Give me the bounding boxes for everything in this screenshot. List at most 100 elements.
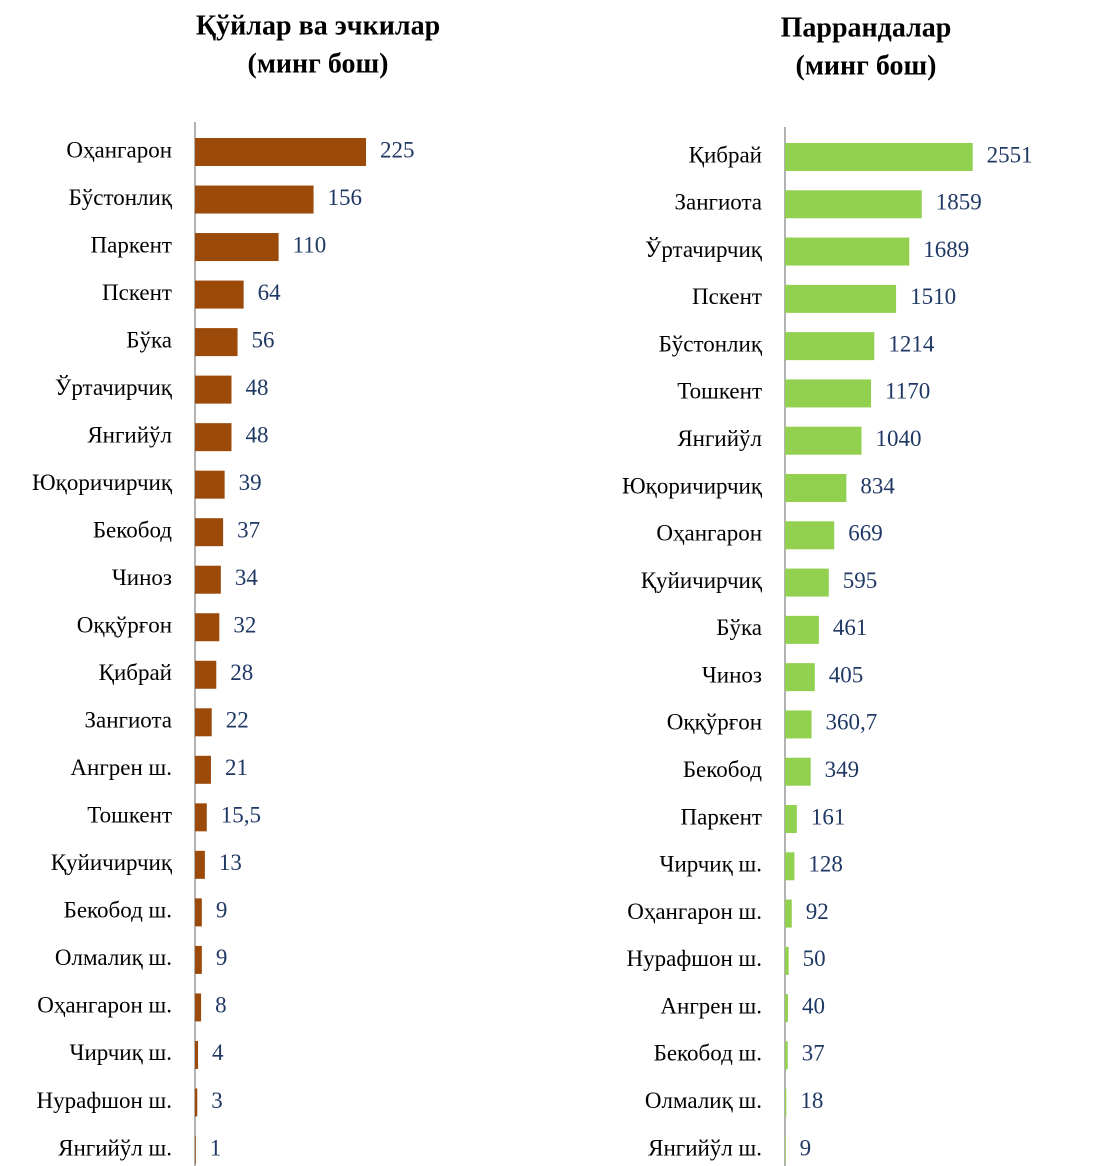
bar <box>785 190 922 219</box>
y-tick-label: Ўртачирчиқ <box>645 237 763 262</box>
data-label: 461 <box>833 615 868 640</box>
y-tick-label: Қибрай <box>99 660 172 685</box>
bar <box>785 474 847 502</box>
y-tick-label: Янгийўл <box>87 422 172 447</box>
y-tick-label: Бекобод ш. <box>64 898 172 923</box>
y-tick-label: Зангиота <box>674 190 762 215</box>
y-tick-label: Чиноз <box>112 565 172 590</box>
y-tick-label: Чирчиқ ш. <box>70 1040 172 1065</box>
bar <box>785 663 815 692</box>
y-tick-label: Пскент <box>692 284 762 309</box>
bar <box>195 993 202 1022</box>
data-label: 156 <box>328 185 363 210</box>
data-label: 37 <box>802 1041 825 1066</box>
data-label: 1170 <box>885 379 930 404</box>
y-tick-label: Тошкент <box>87 803 172 828</box>
y-tick-label: Қуйичирчиқ <box>641 568 763 593</box>
data-label: 9 <box>216 898 228 923</box>
bar <box>785 994 788 1023</box>
bar <box>195 945 202 974</box>
bar <box>195 613 220 642</box>
data-label: 1689 <box>923 237 969 262</box>
bar <box>785 1136 786 1164</box>
chart-title: Қўйлар ва эчкилар <box>196 10 440 41</box>
data-label: 9 <box>800 1135 812 1160</box>
bar <box>785 1088 787 1117</box>
y-tick-label: Қибрай <box>689 142 762 167</box>
data-label: 40 <box>802 993 825 1018</box>
y-tick-label: Зангиота <box>84 708 172 733</box>
y-tick-label: Бўка <box>716 615 762 640</box>
y-tick-label: Бўстонлиқ <box>659 331 763 356</box>
data-label: 37 <box>237 517 260 542</box>
data-label: 1859 <box>936 190 982 215</box>
bar <box>785 757 811 786</box>
bar <box>195 755 211 784</box>
bar <box>785 426 862 455</box>
data-label: 56 <box>252 327 275 352</box>
bar <box>195 1040 199 1069</box>
y-tick-label: Янгийўл <box>677 426 762 451</box>
y-tick-label: Юқоричирчиқ <box>622 473 763 498</box>
y-tick-label: Оҳангарон ш. <box>37 993 172 1018</box>
data-label: 34 <box>235 565 259 590</box>
y-tick-label: Бўка <box>126 327 172 352</box>
bar <box>785 332 875 361</box>
y-tick-label: Бекобод <box>93 517 172 542</box>
data-label: 3 <box>211 1088 223 1113</box>
y-tick-label: Бўстонлиқ <box>69 185 173 210</box>
bar <box>195 708 212 737</box>
data-label: 9 <box>216 945 228 970</box>
y-tick-label: Олмалиқ ш. <box>55 945 172 970</box>
data-label: 669 <box>848 521 883 546</box>
bar <box>195 328 238 357</box>
bar <box>785 946 789 975</box>
y-tick-label: Чиноз <box>702 662 762 687</box>
data-label: 161 <box>811 804 846 829</box>
bar <box>785 143 973 171</box>
bar <box>785 615 819 644</box>
bar <box>785 852 795 881</box>
y-tick-label: Янгийўл ш. <box>58 1135 172 1160</box>
bar <box>195 565 221 594</box>
data-label: 50 <box>803 946 826 971</box>
bar <box>195 850 205 879</box>
y-tick-label: Олмалиқ ш. <box>645 1088 762 1113</box>
data-label: 1 <box>210 1135 222 1160</box>
y-tick-label: Оҳангарон <box>656 521 762 546</box>
data-label: 360,7 <box>826 710 878 735</box>
data-label: 1510 <box>910 284 956 309</box>
y-tick-label: Ангрен ш. <box>660 993 762 1018</box>
y-tick-label: Янгийўл ш. <box>648 1135 762 1160</box>
data-label: 1040 <box>876 426 922 451</box>
data-label: 13 <box>219 850 242 875</box>
y-tick-label: Бекобод ш. <box>654 1041 762 1066</box>
y-tick-label: Тошкент <box>677 379 762 404</box>
data-label: 18 <box>800 1088 823 1113</box>
y-tick-label: Ўртачирчиқ <box>55 375 173 400</box>
y-tick-label: Нурафшон ш. <box>37 1088 172 1113</box>
bar <box>195 660 217 689</box>
data-label: 595 <box>843 568 878 593</box>
bar <box>785 521 835 550</box>
bar <box>785 568 829 597</box>
y-tick-label: Бекобод <box>683 757 762 782</box>
chart-subtitle: (минг бош) <box>248 48 389 79</box>
data-label: 39 <box>239 470 262 495</box>
data-label: 21 <box>225 755 248 780</box>
y-tick-label: Оҳангарон <box>66 137 172 162</box>
bar <box>195 423 232 452</box>
bar <box>195 898 202 927</box>
data-label: 349 <box>825 757 860 782</box>
chart-subtitle: (минг бош) <box>796 50 937 81</box>
data-label: 15,5 <box>221 803 261 828</box>
data-label: 110 <box>293 232 327 257</box>
data-label: 834 <box>860 473 895 498</box>
data-label: 4 <box>212 1040 224 1065</box>
y-tick-label: Оққўрғон <box>667 710 762 735</box>
data-label: 64 <box>258 280 282 305</box>
bar <box>785 899 792 928</box>
bar <box>195 1088 198 1117</box>
y-tick-label: Юқоричирчиқ <box>32 470 173 495</box>
